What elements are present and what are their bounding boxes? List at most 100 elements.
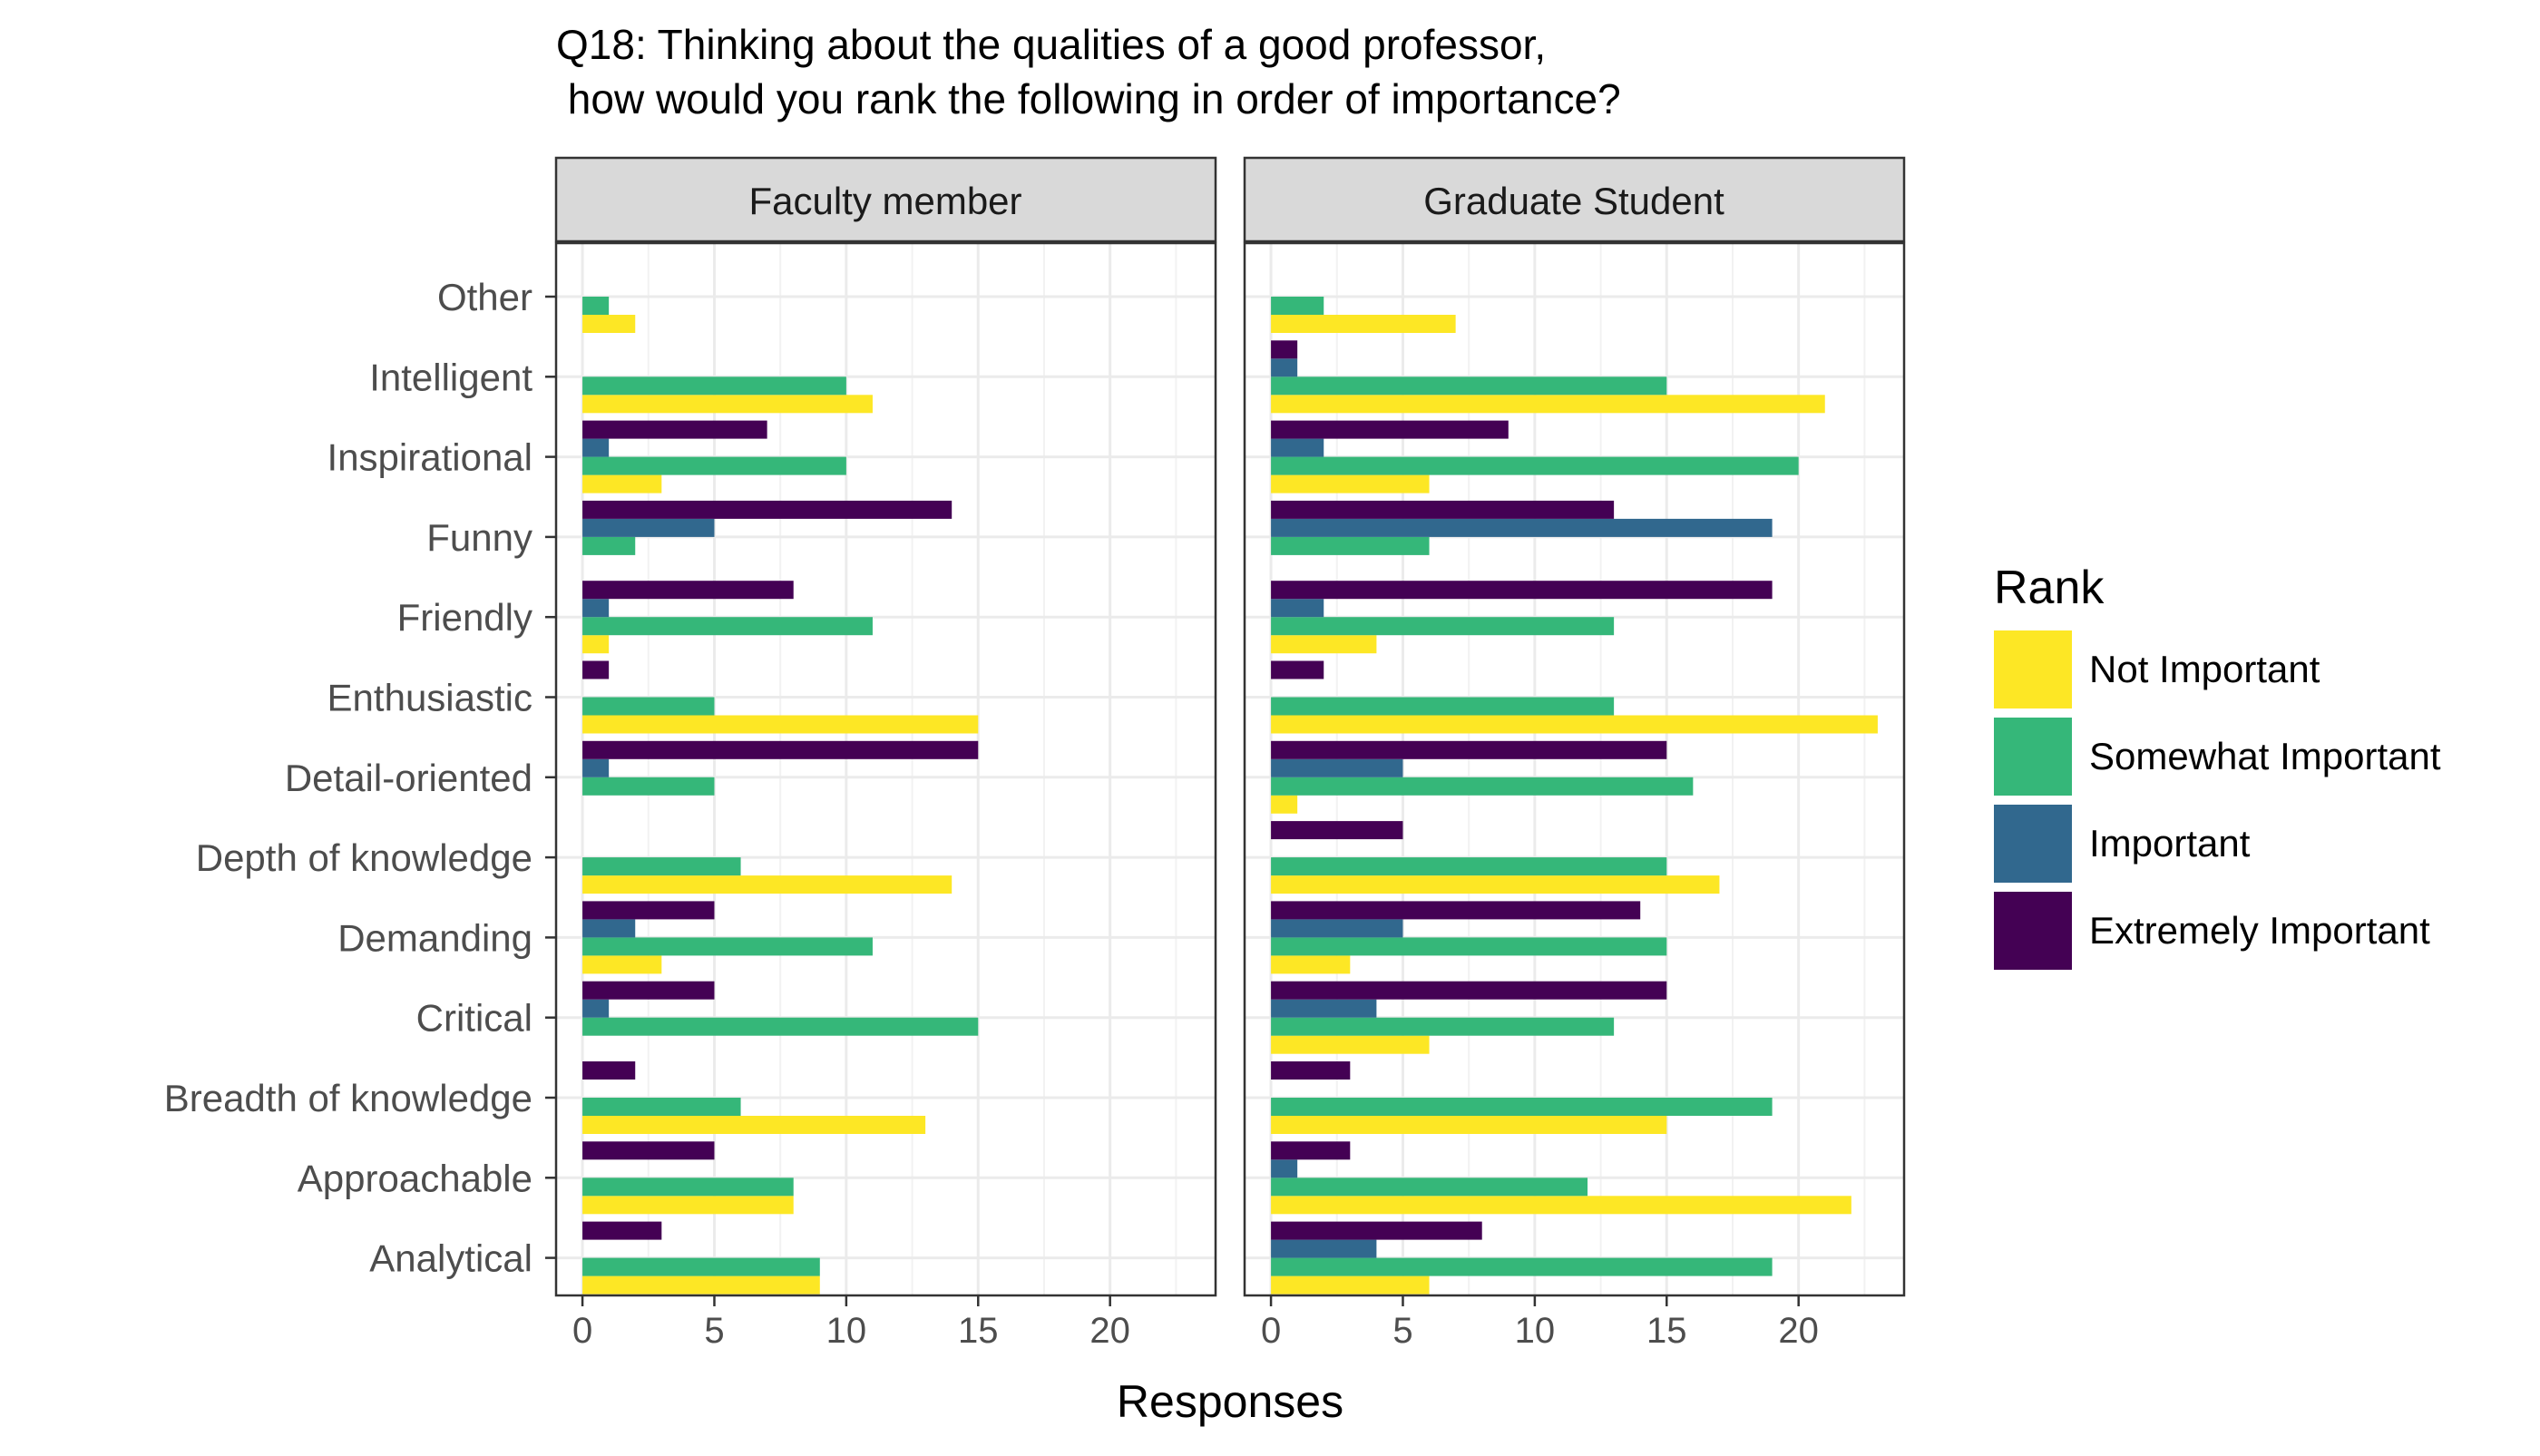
bar-faculty-member-approachable-extremely-important (582, 1141, 715, 1160)
x-tick-label-graduate-student: 0 (1261, 1311, 1281, 1351)
bar-faculty-member-other-somewhat-important (582, 297, 610, 315)
bar-graduate-student-detail-oriented-not-important (1271, 795, 1298, 814)
y-tick-label-other: Other (437, 276, 532, 318)
bar-faculty-member-other-not-important (582, 315, 636, 333)
bar-faculty-member-depth-of-knowledge-not-important (582, 875, 952, 894)
bar-faculty-member-demanding-somewhat-important (582, 937, 873, 956)
panel-border-faculty-member (554, 241, 1217, 1297)
bar-faculty-member-breadth-of-knowledge-somewhat-important (582, 1098, 741, 1116)
legend-label-important: Important (2089, 822, 2251, 865)
bar-faculty-member-analytical-not-important (582, 1275, 820, 1295)
legend-label-not-important: Not Important (2089, 648, 2320, 690)
legend-label-extremely-important: Extremely Important (2089, 909, 2430, 952)
legend-key-somewhat-important (1994, 718, 2072, 796)
bar-graduate-student-critical-not-important (1271, 1035, 1430, 1054)
y-tick-label-analytical: Analytical (369, 1237, 532, 1280)
bar-faculty-member-friendly-somewhat-important (582, 617, 873, 636)
bar-faculty-member-detail-oriented-important (582, 758, 610, 777)
y-tick-label-demanding: Demanding (337, 916, 532, 959)
bar-graduate-student-intelligent-extremely-important (1271, 340, 1298, 359)
bar-faculty-member-inspirational-extremely-important (582, 420, 767, 439)
bar-graduate-student-detail-oriented-important (1271, 758, 1403, 777)
bar-faculty-member-critical-extremely-important (582, 981, 715, 1000)
bar-graduate-student-approachable-extremely-important (1271, 1141, 1351, 1160)
bar-faculty-member-detail-oriented-extremely-important (582, 740, 979, 759)
y-tick-label-critical: Critical (416, 997, 532, 1040)
legend-title: Rank (1994, 562, 2105, 614)
bar-graduate-student-friendly-not-important (1271, 635, 1377, 654)
bar-faculty-member-depth-of-knowledge-somewhat-important (582, 857, 741, 876)
bar-faculty-member-intelligent-somewhat-important (582, 376, 846, 396)
bar-graduate-student-friendly-important (1271, 599, 1324, 618)
x-tick-label-faculty-member: 10 (826, 1311, 867, 1351)
bar-graduate-student-analytical-not-important (1271, 1275, 1430, 1295)
bar-graduate-student-depth-of-knowledge-somewhat-important (1271, 857, 1667, 876)
bar-faculty-member-analytical-extremely-important (582, 1221, 662, 1240)
bar-graduate-student-intelligent-important (1271, 358, 1298, 377)
bar-graduate-student-analytical-somewhat-important (1271, 1257, 1773, 1276)
legend: Rank Not Important Somewhat Important Im… (1994, 562, 2441, 970)
bar-graduate-student-friendly-extremely-important (1271, 581, 1773, 600)
bar-graduate-student-approachable-important (1271, 1159, 1298, 1178)
y-tick-label-approachable: Approachable (298, 1157, 532, 1199)
bar-graduate-student-other-not-important (1271, 315, 1456, 333)
bar-graduate-student-breadth-of-knowledge-somewhat-important (1271, 1098, 1773, 1116)
chart-title-line-2: how would you rank the following in orde… (556, 75, 1621, 122)
bar-graduate-student-approachable-not-important (1271, 1196, 1851, 1215)
bar-graduate-student-critical-somewhat-important (1271, 1017, 1615, 1036)
legend-key-not-important (1994, 630, 2072, 708)
panel-graduate-student: 0 5 10 15 20 (1243, 241, 1906, 1351)
bar-faculty-member-demanding-important (582, 919, 636, 938)
x-tick-label-faculty-member: 5 (704, 1311, 724, 1351)
bar-faculty-member-approachable-somewhat-important (582, 1178, 794, 1197)
bar-faculty-member-inspirational-not-important (582, 474, 662, 493)
bar-graduate-student-demanding-important (1271, 919, 1403, 938)
bar-faculty-member-breadth-of-knowledge-extremely-important (582, 1061, 636, 1080)
y-tick-label-intelligent: Intelligent (369, 356, 532, 398)
panel-faculty-member: 0 5 10 15 20 (554, 241, 1217, 1351)
panel-border-graduate-student (1243, 241, 1906, 1297)
y-tick-label-depth-of-knowledge: Depth of knowledge (196, 836, 532, 879)
bar-graduate-student-detail-oriented-somewhat-important (1271, 777, 1694, 796)
y-tick-label-breadth-of-knowledge: Breadth of knowledge (164, 1077, 532, 1119)
bar-faculty-member-enthusiastic-not-important (582, 715, 979, 734)
bar-faculty-member-friendly-extremely-important (582, 581, 794, 600)
bar-graduate-student-demanding-somewhat-important (1271, 937, 1667, 956)
bar-graduate-student-inspirational-extremely-important (1271, 420, 1509, 439)
bar-graduate-student-inspirational-somewhat-important (1271, 456, 1799, 475)
x-axis-label: Responses (1117, 1376, 1343, 1427)
bar-graduate-student-demanding-extremely-important (1271, 901, 1641, 920)
bar-graduate-student-intelligent-somewhat-important (1271, 376, 1667, 396)
bar-graduate-student-detail-oriented-extremely-important (1271, 740, 1667, 759)
bar-graduate-student-depth-of-knowledge-not-important (1271, 875, 1720, 894)
x-tick-label-faculty-member: 20 (1089, 1311, 1130, 1351)
x-tick-label-graduate-student: 20 (1778, 1311, 1819, 1351)
x-tick-label-graduate-student: 15 (1646, 1311, 1687, 1351)
y-tick-label-enthusiastic: Enthusiastic (327, 677, 532, 719)
bar-graduate-student-enthusiastic-extremely-important (1271, 660, 1324, 679)
y-tick-label-friendly: Friendly (397, 596, 532, 639)
bar-faculty-member-approachable-not-important (582, 1196, 794, 1215)
bar-faculty-member-funny-important (582, 518, 715, 537)
bar-graduate-student-enthusiastic-not-important (1271, 715, 1878, 734)
bar-graduate-student-inspirational-important (1271, 438, 1324, 457)
bar-faculty-member-friendly-important (582, 599, 610, 618)
bar-faculty-member-inspirational-somewhat-important (582, 456, 846, 475)
x-tick-label-graduate-student: 5 (1392, 1311, 1412, 1351)
legend-key-important (1994, 805, 2072, 883)
y-tick-label-inspirational: Inspirational (327, 436, 532, 479)
bar-graduate-student-breadth-of-knowledge-extremely-important (1271, 1061, 1351, 1080)
y-tick-label-funny: Funny (426, 516, 532, 559)
chart-title-line-1: Q18: Thinking about the qualities of a g… (556, 21, 1546, 68)
bar-graduate-student-friendly-somewhat-important (1271, 617, 1615, 636)
bar-faculty-member-detail-oriented-somewhat-important (582, 777, 715, 796)
bar-faculty-member-enthusiastic-somewhat-important (582, 697, 715, 716)
bar-graduate-student-approachable-somewhat-important (1271, 1178, 1588, 1197)
x-tick-label-faculty-member: 15 (958, 1311, 999, 1351)
bar-graduate-student-enthusiastic-somewhat-important (1271, 697, 1615, 716)
bar-faculty-member-demanding-extremely-important (582, 901, 715, 920)
panel-strip-faculty (554, 156, 1217, 243)
panel-title-faculty: Faculty member (748, 180, 1021, 222)
